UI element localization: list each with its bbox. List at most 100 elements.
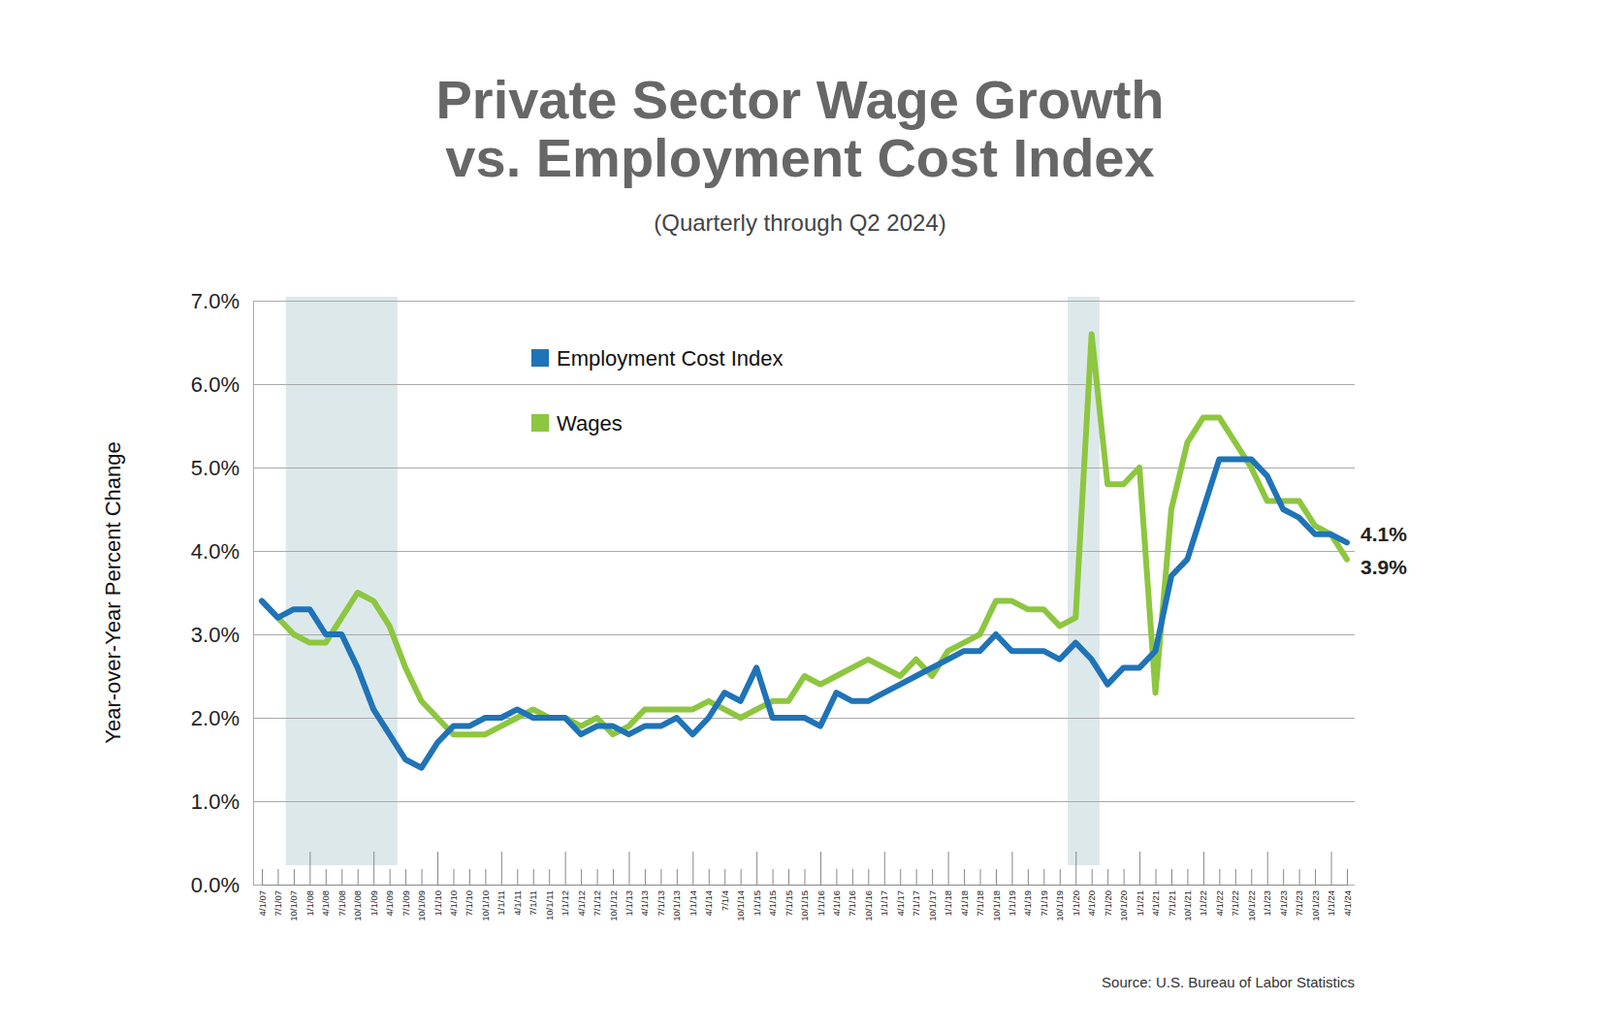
x-tick: 7/1/23 (1293, 868, 1305, 916)
x-tick: 1/1/22 (1197, 851, 1209, 916)
x-tick-label: 7/1/21 (1166, 890, 1178, 916)
x-tick-label: 1/1/14 (687, 890, 699, 916)
x-tick-label: 1/1/16 (814, 890, 826, 916)
x-tick-label: 1/1/09 (368, 890, 380, 916)
x-tick-mark (1123, 868, 1125, 885)
x-tick-label: 4/1/24 (1342, 890, 1353, 916)
y-tick: 1.0% (191, 789, 1355, 814)
x-tick-mark (867, 868, 869, 885)
x-tick-label: 4/1/11 (512, 890, 523, 916)
x-tick-label: 1/1/10 (432, 890, 444, 916)
x-tick: 1/1/11 (495, 851, 507, 916)
x-tick: 1/1/20 (1070, 851, 1082, 916)
x-tick: 10/1/18 (991, 868, 1002, 922)
x-tick: 1/1/15 (751, 851, 763, 916)
x-tick-label: 4/1/14 (703, 890, 714, 916)
x-tick-mark (469, 868, 471, 885)
y-axis-line (254, 301, 1356, 886)
x-tick-mark (373, 851, 375, 885)
x-tick: 1/1/12 (559, 851, 571, 916)
x-tick-label: 4/1/13 (639, 890, 650, 916)
x-tick-mark (628, 851, 630, 885)
x-tick-mark (660, 868, 662, 885)
x-tick-mark (405, 868, 407, 885)
x-tick-mark (612, 868, 614, 885)
x-tick-mark (597, 868, 599, 885)
x-tick-label: 1/1/12 (559, 890, 571, 916)
x-tick-mark (484, 868, 486, 885)
x-tick-label: 7/1/10 (463, 890, 475, 916)
x-tick: 7/1/19 (1038, 868, 1050, 916)
y-tick-label: 2.0% (191, 705, 240, 731)
x-tick-mark (788, 868, 790, 885)
recession-bands (286, 296, 1100, 865)
x-tick: 7/1/13 (655, 868, 667, 916)
x-tick-mark (357, 868, 359, 885)
x-tick-mark (277, 868, 279, 885)
grid-line (253, 800, 1355, 802)
x-tick: 4/1/20 (1086, 868, 1097, 916)
x-tick-mark (452, 868, 454, 885)
plot-area (261, 333, 1347, 768)
x-tick-mark (437, 851, 439, 885)
x-tick-label: 4/1/22 (1214, 890, 1225, 916)
x-tick: 1/1/21 (1134, 851, 1146, 916)
x-tick: 7/1/08 (336, 868, 348, 916)
x-tick: 1/1/09 (368, 851, 380, 916)
x-tick-label: 4/1/15 (767, 890, 778, 916)
x-tick-mark (1314, 868, 1316, 885)
x-tick-label: 4/1/17 (895, 890, 906, 916)
x-tick: 1/1/19 (1006, 851, 1018, 916)
x-tick: 10/1/15 (799, 868, 810, 922)
x-tick-label: 10/1/16 (863, 890, 874, 922)
grid-line (253, 300, 1355, 302)
x-tick-mark (501, 851, 503, 885)
x-tick-mark (644, 868, 646, 885)
x-tick: 4/1/21 (1150, 868, 1161, 916)
series-line (261, 458, 1347, 768)
x-tick-mark (389, 868, 391, 885)
x-tick-mark (963, 868, 965, 885)
x-tick-mark (820, 851, 822, 885)
y-tick-label: 7.0% (191, 288, 240, 314)
x-tick-mark (948, 851, 950, 885)
y-axis-title: Year-over-Year Percent Change (100, 441, 126, 743)
x-tick-mark (1155, 868, 1157, 885)
x-tick: 7/1/17 (910, 868, 922, 916)
x-tick: 10/1/11 (544, 868, 555, 921)
y-tick-label: 1.0% (191, 789, 240, 814)
x-tick-label: 10/1/15 (799, 890, 810, 922)
y-tick: 6.0% (191, 372, 1355, 397)
x-tick-mark (1346, 868, 1348, 885)
x-tick-mark (533, 868, 535, 885)
x-tick-label: 1/1/20 (1070, 890, 1082, 916)
x-tick: 10/1/17 (927, 868, 938, 922)
x-tick: 7/1/4 (719, 868, 731, 911)
x-tick: 1/1/18 (942, 851, 954, 916)
x-tick-label: 4/1/20 (1086, 890, 1097, 916)
x-tick: 7/1/10 (463, 868, 475, 916)
x-tick: 4/1/19 (1022, 868, 1033, 916)
x-tick: 10/1/14 (735, 868, 746, 922)
x-tick-mark (1250, 868, 1252, 885)
x-tick-label: 7/1/09 (400, 890, 412, 916)
x-tick: 4/1/17 (895, 868, 906, 916)
x-tick: 4/1/07 (256, 868, 268, 916)
subtitle: (Quarterly through Q2 2024) (653, 209, 947, 236)
x-tick-label: 4/1/08 (320, 890, 331, 916)
x-tick-label: 7/1/11 (527, 890, 539, 916)
legend: Employment Cost IndexWages (531, 346, 784, 436)
x-tick-mark (1107, 868, 1109, 885)
x-tick: 10/1/13 (671, 868, 682, 922)
x-tick: 7/1/16 (846, 868, 858, 916)
x-tick: 7/1/15 (783, 868, 795, 916)
x-tick-label: 4/1/10 (448, 890, 459, 916)
x-tick-mark (804, 868, 806, 885)
x-tick-label: 4/1/19 (1022, 890, 1033, 916)
recession-band (286, 296, 398, 865)
x-tick-label: 7/1/12 (591, 890, 603, 916)
x-tick-mark (1091, 868, 1093, 885)
grid-line (253, 467, 1355, 469)
x-tick-mark (516, 868, 518, 885)
title: vs. Employment Cost Index (445, 127, 1154, 189)
